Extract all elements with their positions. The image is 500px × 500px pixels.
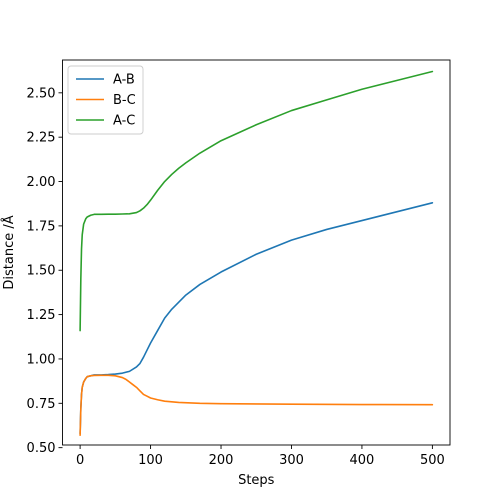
y-tick-label: 1.75 bbox=[27, 219, 56, 234]
x-axis-label: Steps bbox=[238, 473, 275, 488]
x-tick-label: 400 bbox=[350, 453, 375, 468]
y-tick-label: 0.50 bbox=[27, 441, 56, 456]
series-line-b-c bbox=[79, 374, 434, 437]
x-tick-label: 500 bbox=[420, 453, 445, 468]
x-tick-label: 300 bbox=[279, 453, 304, 468]
series-line-a-b bbox=[79, 202, 434, 435]
x-tick-label: 0 bbox=[76, 453, 84, 468]
x-tick-label: 100 bbox=[138, 453, 163, 468]
axes-frame bbox=[62, 59, 451, 446]
y-axis-label: Distance /Å bbox=[1, 215, 17, 289]
y-tick-label: 2.25 bbox=[27, 131, 56, 146]
legend-label-a-b: A-B bbox=[113, 73, 135, 88]
legend-frame bbox=[67, 65, 144, 135]
x-tick-label: 200 bbox=[209, 453, 234, 468]
y-tick-label: 2.00 bbox=[27, 175, 56, 190]
series-layer bbox=[79, 70, 434, 437]
legend-label-b-c: B-C bbox=[113, 93, 136, 108]
y-tick-label: 1.00 bbox=[27, 352, 56, 367]
y-tick-label: 1.25 bbox=[27, 308, 56, 323]
y-tick-label: 2.50 bbox=[27, 86, 56, 101]
y-tick-label: 0.75 bbox=[27, 397, 56, 412]
axes-layer: 0 100 200 300 400 500 0.50 0.75 1.00 1.25 1.50 1.75… bbox=[27, 59, 451, 468]
y-tick-label: 1.50 bbox=[27, 264, 56, 279]
series-line-a-c bbox=[79, 70, 434, 332]
legend-label-a-c: A-C bbox=[113, 114, 135, 129]
legend: A-B B-C A-C bbox=[67, 65, 144, 135]
